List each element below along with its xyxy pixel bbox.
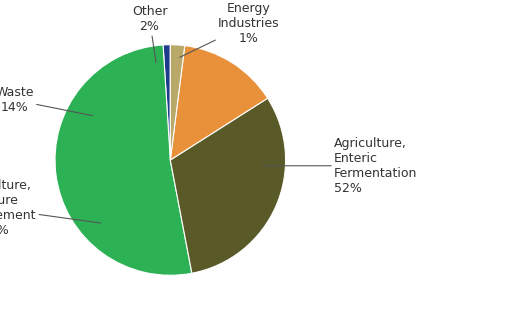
- Text: Agriculture,
Manure
Management
31%: Agriculture, Manure Management 31%: [0, 180, 101, 237]
- Wedge shape: [163, 45, 170, 160]
- Wedge shape: [170, 98, 286, 273]
- Text: Other
2%: Other 2%: [132, 5, 167, 63]
- Wedge shape: [55, 45, 192, 275]
- Wedge shape: [170, 46, 268, 160]
- Text: Energy
Industries
1%: Energy Industries 1%: [180, 3, 279, 57]
- Wedge shape: [170, 45, 185, 160]
- Text: Agriculture,
Enteric
Fermentation
52%: Agriculture, Enteric Fermentation 52%: [263, 137, 418, 195]
- Text: Waste
14%: Waste 14%: [0, 86, 93, 116]
